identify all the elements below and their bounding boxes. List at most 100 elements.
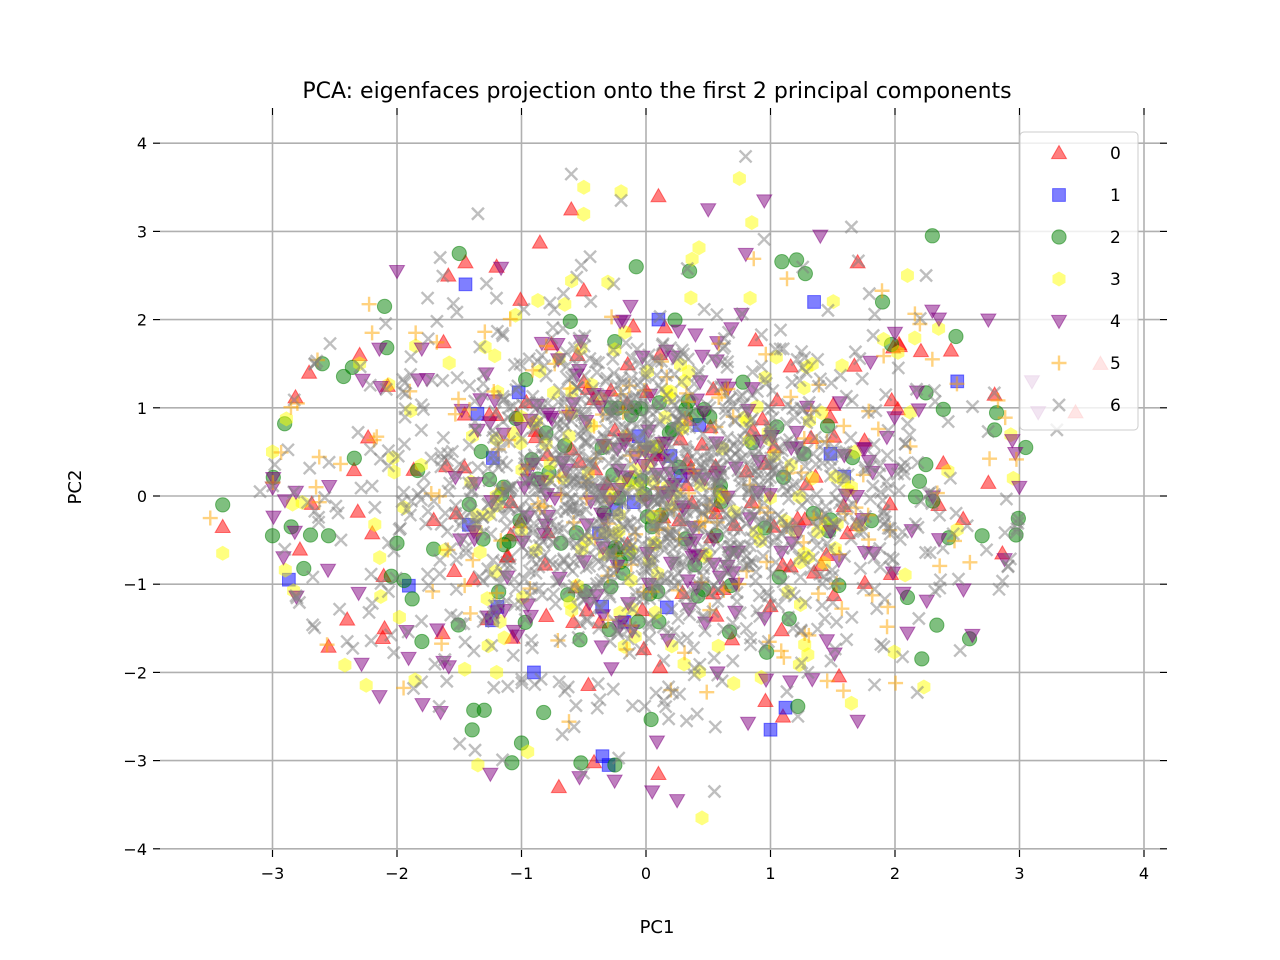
point-series-6 bbox=[796, 471, 810, 485]
point-series-6 bbox=[432, 567, 447, 581]
point-series-6 bbox=[867, 677, 882, 692]
point-series-6 bbox=[707, 784, 722, 799]
point-series-6 bbox=[671, 634, 686, 648]
x-tick-label: 3 bbox=[1014, 864, 1024, 883]
point-series-6 bbox=[752, 609, 767, 624]
point-series-4 bbox=[848, 490, 866, 505]
point-series-6 bbox=[564, 167, 579, 181]
point-series-6 bbox=[625, 538, 640, 553]
point-series-6 bbox=[656, 694, 671, 708]
point-series-2 bbox=[335, 368, 352, 385]
legend-item-6: 6 bbox=[1052, 396, 1121, 416]
point-series-6 bbox=[821, 303, 835, 318]
point-series-0 bbox=[650, 765, 667, 780]
point-series-4 bbox=[354, 373, 372, 389]
x-axis-label: PC1 bbox=[640, 917, 675, 938]
point-series-6 bbox=[647, 535, 662, 550]
point-series-6 bbox=[719, 493, 734, 507]
point-series-6 bbox=[401, 625, 416, 639]
point-series-6 bbox=[476, 574, 490, 588]
point-series-6 bbox=[625, 413, 640, 428]
point-series-6 bbox=[556, 521, 571, 536]
point-series-6 bbox=[682, 607, 697, 622]
point-series-6 bbox=[662, 506, 677, 521]
point-series-6 bbox=[500, 519, 514, 534]
point-series-6 bbox=[778, 587, 793, 602]
point-series-3 bbox=[565, 603, 579, 618]
point-series-6 bbox=[664, 440, 679, 454]
point-series-6 bbox=[540, 479, 555, 494]
point-series-4 bbox=[492, 261, 510, 277]
point-series-6 bbox=[808, 430, 823, 445]
point-series-6 bbox=[1011, 512, 1026, 526]
point-series-6 bbox=[672, 537, 686, 551]
point-series-6 bbox=[754, 431, 769, 446]
point-series-6 bbox=[690, 707, 705, 721]
point-series-6 bbox=[862, 286, 877, 301]
point-series-6 bbox=[317, 490, 332, 505]
point-series-6 bbox=[593, 576, 608, 590]
point-series-6 bbox=[771, 508, 785, 522]
point-series-6 bbox=[604, 512, 618, 527]
point-series-6 bbox=[673, 405, 687, 420]
point-series-5 bbox=[604, 309, 620, 325]
point-series-6 bbox=[674, 374, 689, 389]
point-series-6 bbox=[622, 646, 637, 661]
point-series-6 bbox=[569, 356, 584, 371]
point-series-6 bbox=[943, 471, 958, 486]
point-series-6 bbox=[414, 423, 429, 438]
point-series-6 bbox=[727, 624, 741, 639]
point-series-6 bbox=[468, 423, 482, 437]
point-series-6 bbox=[965, 399, 980, 414]
point-series-6 bbox=[660, 626, 675, 641]
point-series-6 bbox=[572, 349, 587, 364]
point-series-6 bbox=[795, 360, 810, 375]
point-series-6 bbox=[579, 560, 594, 575]
point-series-6 bbox=[687, 501, 702, 516]
legend-label: 6 bbox=[1110, 396, 1121, 416]
point-series-6 bbox=[817, 611, 832, 626]
point-series-3 bbox=[353, 356, 367, 372]
point-series-6 bbox=[878, 515, 893, 529]
point-series-6 bbox=[856, 581, 871, 596]
point-series-3 bbox=[917, 679, 931, 695]
point-series-6 bbox=[880, 448, 895, 463]
point-series-6 bbox=[572, 464, 586, 479]
point-series-6 bbox=[353, 359, 368, 374]
point-series-6 bbox=[570, 506, 585, 521]
point-series-2 bbox=[346, 450, 362, 466]
point-series-6 bbox=[501, 410, 515, 425]
point-series-6 bbox=[815, 598, 829, 613]
point-series-6 bbox=[698, 623, 712, 638]
y-tick-label: −3 bbox=[123, 752, 147, 771]
point-series-6 bbox=[642, 631, 657, 646]
point-series-6 bbox=[848, 345, 863, 359]
point-series-6 bbox=[395, 494, 409, 509]
point-series-6 bbox=[526, 526, 540, 540]
point-series-5 bbox=[924, 351, 940, 367]
point-series-6 bbox=[660, 530, 674, 545]
point-series-4 bbox=[886, 411, 903, 426]
point-series-6 bbox=[738, 149, 753, 164]
point-series-4 bbox=[923, 304, 941, 320]
point-series-6 bbox=[872, 467, 887, 481]
point-series-6 bbox=[421, 578, 436, 593]
point-series-6 bbox=[307, 504, 322, 519]
legend-label: 0 bbox=[1110, 144, 1121, 164]
point-series-6 bbox=[494, 555, 509, 569]
point-series-6 bbox=[833, 368, 848, 383]
point-series-6 bbox=[696, 426, 710, 441]
point-series-6 bbox=[432, 699, 447, 714]
point-series-6 bbox=[446, 296, 461, 311]
point-series-6 bbox=[800, 443, 814, 457]
point-series-6 bbox=[810, 352, 825, 367]
point-series-2 bbox=[929, 617, 945, 633]
point-series-6 bbox=[414, 397, 429, 412]
x-tick-label: 0 bbox=[641, 864, 651, 883]
point-series-6 bbox=[561, 533, 576, 547]
point-series-6 bbox=[569, 270, 584, 285]
point-series-2 bbox=[215, 497, 231, 513]
point-series-6 bbox=[776, 541, 790, 556]
point-series-6 bbox=[521, 471, 536, 486]
point-series-6 bbox=[530, 354, 545, 369]
